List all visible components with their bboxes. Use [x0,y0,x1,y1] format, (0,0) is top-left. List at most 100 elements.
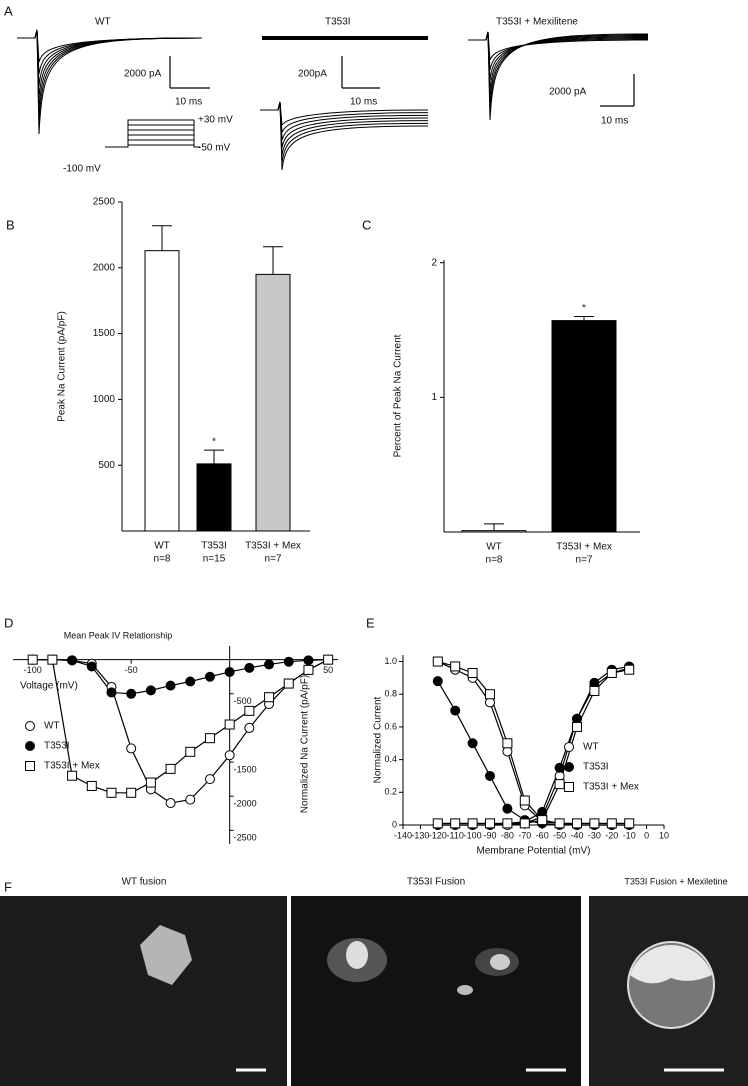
x-tick-label: -130 [411,830,429,840]
x-tick-label: -40 [570,830,583,840]
data-point [244,705,255,716]
x-tick-label: -30 [588,830,601,840]
data-point [185,746,196,757]
image-caption: T353I Fusion + Mexiletine [624,876,727,886]
bar [255,273,291,532]
panel-letter: B [6,217,15,232]
y-tick-label: -500 [234,696,252,706]
scale-label: 2000 pA [124,69,162,80]
data-point [572,713,582,724]
data-point [283,678,294,689]
current-trace [468,31,649,61]
data-point [589,685,600,696]
y-tick-label: 0.4 [384,754,397,764]
data-point [86,780,97,791]
protocol [105,119,200,148]
data-point [185,794,196,805]
data-point [145,685,156,696]
y-axis-label: Normalized Na Current (pA/pF) [300,675,311,813]
data-point [519,818,530,829]
data-point [589,818,600,829]
series-line [32,659,329,804]
cell [457,985,473,995]
significance: * [212,437,216,448]
data-point [502,803,513,814]
x-tick-label: WT [486,542,502,553]
data-point [224,666,235,677]
y-tick-label: -2000 [234,799,257,809]
data-point [554,762,565,773]
panel-letter: E [366,615,375,630]
x-tick-sublabel: n=7 [265,554,282,565]
data-point [450,818,461,829]
current-trace [468,31,649,121]
x-tick-label: -80 [501,830,514,840]
x-tick-label: -50 [553,830,566,840]
data-point [467,818,478,829]
y-tick-label: 1000 [93,394,116,405]
x-tick-label: T353I + Mex [556,542,612,553]
current-trace [260,101,429,127]
data-point [264,659,275,670]
x-tick-label: 50 [323,665,333,675]
scale-label: 200pA [298,69,327,80]
panel-letter: D [4,615,13,630]
data-point [485,689,495,700]
data-point [67,655,78,666]
data-point [86,661,97,672]
y-tick-label: 1.0 [384,656,397,666]
data-point [554,779,565,790]
significance: * [582,303,586,314]
data-point [224,719,235,730]
x-tick-label: -100 [464,830,482,840]
x-tick-label: 10 [659,830,669,840]
data-point [572,721,582,732]
data-point [606,667,617,678]
x-tick-sublabel: n=7 [576,555,593,566]
x-tick-label: -50 [125,665,138,675]
image-caption: T353I Fusion [407,877,465,888]
x-axis-label: Voltage (mV) [20,681,78,692]
y-tick-label: 2500 [93,197,116,208]
decoration [0,29,748,1086]
legend-label: T353I + Mex [44,761,100,772]
data-point [572,818,582,829]
data-point [303,655,314,666]
data-point [165,680,176,691]
data-point [126,743,137,754]
bar [144,250,180,532]
current-trace [17,29,203,75]
data-point [485,770,495,781]
bar [551,320,617,533]
series-line [32,659,329,695]
legend-label: WT [583,742,599,753]
data-point [165,763,176,774]
data-point [145,777,156,788]
cell [346,941,368,969]
data-point [589,677,600,688]
legend-marker [25,761,35,771]
data-point [47,654,58,665]
x-tick-label: -140 [394,830,412,840]
series-line [32,659,329,794]
current-trace [17,29,203,63]
data-point [126,787,137,798]
data-point [502,746,513,757]
data-point [467,738,478,749]
data-point [432,818,443,829]
legend-label: WT [44,721,60,732]
scale-label: 10 ms [350,97,377,108]
data-point [126,688,137,699]
x-tick-label: -20 [605,830,618,840]
legend-marker [564,742,574,752]
legend-label: T353I + Mex [583,782,639,793]
x-tick-label: -10 [623,830,636,840]
x-tick-label: 0 [644,830,649,840]
x-tick-sublabel: n=8 [486,555,503,566]
legend-label: T353I [44,741,70,752]
series-line [437,660,630,824]
x-tick-label: -90 [483,830,496,840]
legend-marker [564,762,574,772]
image-caption: WT fusion [122,877,167,888]
